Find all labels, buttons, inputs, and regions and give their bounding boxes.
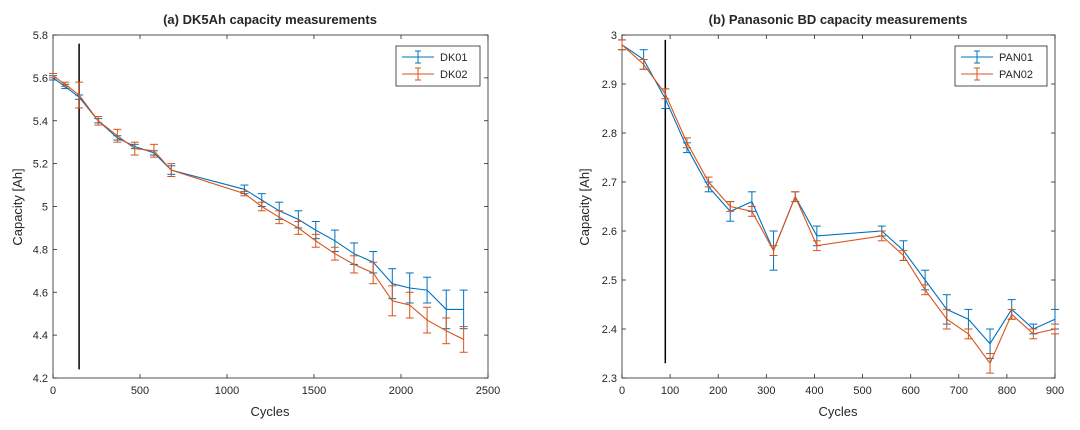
- legend: PAN01 PAN02: [954, 45, 1048, 87]
- error-bar: [942, 308, 951, 330]
- error-bar: [405, 291, 414, 319]
- error-bar: [240, 190, 249, 197]
- x-tick-label: 2500: [476, 385, 500, 397]
- error-bar: [747, 206, 756, 217]
- error-bar: [49, 73, 57, 79]
- panel-a: (a) DK5Ah capacity measurements Cycles C…: [10, 12, 500, 419]
- error-bar: [167, 163, 176, 177]
- error-bar: [350, 255, 359, 274]
- error-bar: [921, 284, 930, 296]
- legend-label: PAN01: [999, 52, 1033, 64]
- legend: DK01 DK02: [395, 45, 481, 87]
- y-tick-label: 4.8: [33, 244, 48, 256]
- error-bar: [459, 326, 468, 353]
- y-tick-label: 5: [42, 202, 48, 214]
- axis-ticks: 0 500 1000 1500 2000 2500 4.2 4.4 4.6 4.8 5 5.2 5.4 5…: [33, 30, 501, 397]
- error-bar: [275, 210, 284, 225]
- y-tick-label: 2.8: [602, 128, 617, 140]
- y-tick-label: 2.7: [602, 177, 617, 189]
- x-tick-label: 500: [853, 385, 871, 397]
- error-bar: [388, 285, 397, 317]
- error-bar: [899, 250, 908, 261]
- x-tick-label: 900: [1046, 385, 1064, 397]
- legend-box: [954, 45, 1048, 87]
- error-bar: [682, 137, 691, 149]
- error-bar: [986, 353, 995, 374]
- y-tick-label: 5.2: [33, 159, 48, 171]
- error-bar: [877, 230, 886, 242]
- x-tick-label: 700: [950, 385, 968, 397]
- error-bar: [791, 191, 800, 203]
- error-bar: [1029, 328, 1038, 340]
- legend-label: DK01: [440, 52, 468, 64]
- y-tick-label: 3: [611, 30, 617, 42]
- error-bar: [1007, 308, 1016, 320]
- legend-box: [395, 45, 481, 87]
- x-tick-label: 500: [131, 385, 149, 397]
- y-tick-label: 5.8: [33, 30, 48, 42]
- error-bar: [812, 240, 821, 252]
- error-bar: [704, 176, 713, 188]
- x-tick-label: 100: [661, 385, 679, 397]
- y-tick-label: 2.5: [602, 275, 617, 287]
- error-bar: [61, 81, 70, 87]
- x-axis-label: Cycles: [250, 404, 290, 419]
- error-bar: [294, 221, 303, 235]
- error-bar: [113, 128, 122, 143]
- error-bar: [964, 328, 973, 340]
- error-bar: [257, 201, 266, 212]
- error-bar: [423, 306, 432, 334]
- x-tick-label: 800: [998, 385, 1016, 397]
- y-tick-label: 4.2: [33, 373, 48, 385]
- y-axis-label: Capacity [Ah]: [10, 168, 25, 245]
- y-tick-label: 2.3: [602, 373, 617, 385]
- error-bar: [75, 81, 84, 109]
- error-bar: [149, 143, 158, 158]
- error-bar: [618, 39, 626, 51]
- panel-b: (b) Panasonic BD capacity measurements C…: [577, 12, 1064, 419]
- y-tick-label: 4.4: [33, 330, 48, 342]
- x-tick-label: 1500: [302, 385, 326, 397]
- legend-label: PAN02: [999, 69, 1033, 81]
- error-bar: [442, 317, 451, 345]
- error-bar: [330, 246, 339, 261]
- error-bar: [423, 276, 432, 304]
- x-tick-label: 200: [709, 385, 727, 397]
- x-tick-label: 300: [757, 385, 775, 397]
- error-bar: [130, 141, 139, 156]
- error-bar: [769, 245, 778, 256]
- data-marks: [618, 39, 1059, 374]
- y-tick-label: 5.4: [33, 116, 48, 128]
- y-tick-label: 2.9: [602, 79, 617, 91]
- error-bar: [1051, 323, 1059, 335]
- error-bar: [311, 233, 320, 248]
- data-marks: [49, 43, 468, 370]
- legend-label: DK02: [440, 69, 468, 81]
- axis-ticks: 0 100 200 300 400 500 600 700 800 900 2.3 2.4 2.5 2.6…: [602, 30, 1064, 397]
- error-bar: [94, 115, 103, 126]
- error-bar: [726, 201, 735, 212]
- error-bar: [661, 88, 670, 100]
- x-tick-label: 0: [619, 385, 625, 397]
- x-axis-label: Cycles: [818, 404, 858, 419]
- chart-title: (b) Panasonic BD capacity measurements: [709, 12, 968, 27]
- y-tick-label: 5.6: [33, 73, 48, 85]
- y-axis-label: Capacity [Ah]: [577, 168, 592, 245]
- plot-area: [621, 34, 1056, 379]
- x-tick-label: 2000: [389, 385, 413, 397]
- x-tick-label: 0: [50, 385, 56, 397]
- y-tick-label: 2.4: [602, 324, 617, 336]
- error-bar: [639, 59, 648, 70]
- x-tick-label: 1000: [215, 385, 239, 397]
- y-tick-label: 2.6: [602, 226, 617, 238]
- error-bar: [369, 261, 378, 285]
- x-tick-label: 600: [901, 385, 919, 397]
- chart-title: (a) DK5Ah capacity measurements: [163, 12, 377, 27]
- plot-area: [52, 34, 489, 379]
- y-tick-label: 4.6: [33, 287, 48, 299]
- x-tick-label: 400: [805, 385, 823, 397]
